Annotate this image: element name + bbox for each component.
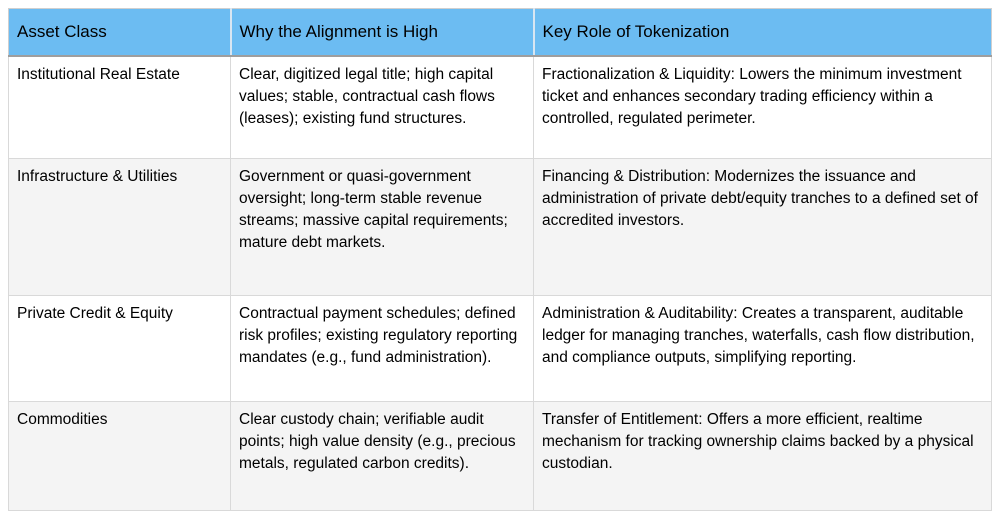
column-header-alignment: Why the Alignment is High [229,8,534,57]
cell-asset-class: Infrastructure & Utilities [8,158,231,296]
cell-asset-class: Institutional Real Estate [8,55,231,159]
table-row-institutional-real-estate: Institutional Real Estate Clear, digitiz… [8,55,992,159]
cell-alignment-reason: Clear custody chain; verifiable audit po… [230,401,534,511]
header-row: Asset Class Why the Alignment is High Ke… [8,8,992,57]
cell-tokenization-role: Administration & Auditability: Creates a… [533,295,992,402]
table-row-infrastructure-utilities: Infrastructure & Utilities Government or… [8,158,992,296]
column-header-tokenization-role: Key Role of Tokenization [532,8,992,57]
cell-tokenization-role: Fractionalization & Liquidity: Lowers th… [533,55,992,159]
table-row-commodities: Commodities Clear custody chain; verifia… [8,401,992,511]
asset-tokenization-table: Asset Class Why the Alignment is High Ke… [8,8,992,511]
cell-alignment-reason: Government or quasi-government oversight… [230,158,534,296]
cell-tokenization-role: Financing & Distribution: Modernizes the… [533,158,992,296]
cell-asset-class: Private Credit & Equity [8,295,231,402]
cell-alignment-reason: Contractual payment schedules; defined r… [230,295,534,402]
cell-tokenization-role: Transfer of Entitlement: Offers a more e… [533,401,992,511]
column-header-asset-class: Asset Class [8,8,231,57]
table-row-private-credit-equity: Private Credit & Equity Contractual paym… [8,295,992,402]
cell-asset-class: Commodities [8,401,231,511]
cell-alignment-reason: Clear, digitized legal title; high capit… [230,55,534,159]
